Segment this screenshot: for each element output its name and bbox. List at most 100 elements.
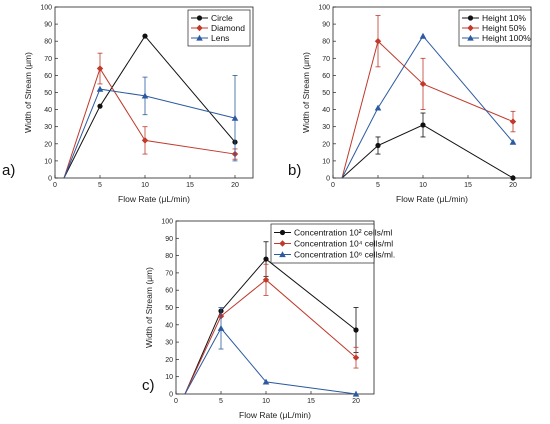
chart-panel-3: 0 10 20 30 40 50 60 70 80 90 100 0 5 10 15 20 Flow Rate … (142, 219, 395, 421)
legend-swatch-marker (279, 251, 286, 258)
x-tick-label: 20 (352, 398, 360, 405)
x-tick-label: 10 (141, 182, 149, 189)
series-line (184, 279, 357, 395)
x-tick-label: 20 (231, 182, 239, 189)
chart-panel-1: 0 10 20 30 40 50 60 70 80 90 100 0 5 10 15 20 Flow Rate … (2, 5, 254, 204)
series-1 (184, 241, 359, 395)
y-tick-label: 20 (165, 357, 173, 364)
series-3 (63, 75, 239, 179)
chart-panel-2: 0 10 20 30 40 50 60 70 80 90 100 0 5 10 15 20 Flow Rate … (288, 5, 532, 204)
legend: Concentration 10² cells/mlConcentration … (270, 223, 395, 264)
x-axis-title: Flow Rate (μL/min) (239, 410, 311, 420)
x-tick-label: 15 (186, 182, 194, 189)
legend-label: Concentration 10² cells/ml (294, 228, 392, 238)
series-line (184, 327, 357, 395)
data-point (353, 327, 359, 333)
y-tick-label: 100 (318, 5, 330, 12)
y-tick-label: 70 (165, 270, 173, 277)
series-line (63, 35, 236, 179)
legend-label: Height 100% (482, 33, 531, 43)
legend-label: Diamond (211, 23, 245, 33)
y-tick-label: 80 (44, 39, 52, 46)
x-tick-label: 15 (464, 182, 472, 189)
legend-label: Height 50% (482, 23, 526, 33)
data-point (352, 390, 360, 397)
x-tick-label: 10 (262, 398, 270, 405)
data-point (262, 276, 270, 284)
series-2 (63, 52, 239, 179)
y-tick-label: 10 (165, 374, 173, 381)
y-tick-label: 0 (48, 176, 52, 183)
data-point (142, 33, 148, 39)
y-tick-label: 90 (322, 22, 330, 29)
y-tick-label: 10 (44, 158, 52, 165)
y-tick-label: 20 (322, 141, 330, 148)
y-tick-label: 80 (165, 253, 173, 260)
series-line (63, 67, 236, 179)
y-tick-label: 50 (322, 90, 330, 97)
legend-label: Concentration 10⁴ cells/ml (294, 239, 393, 249)
y-tick-label: 40 (165, 322, 173, 329)
legend-swatch-marker (196, 34, 203, 41)
x-axis-title: Flow Rate (μL/min) (396, 194, 468, 204)
y-tick-label: 70 (322, 56, 330, 63)
data-point (262, 378, 270, 385)
series-2 (184, 263, 360, 395)
data-point (374, 104, 382, 111)
y-tick-label: 80 (322, 39, 330, 46)
x-tick-label: 0 (174, 398, 178, 405)
x-tick-label: 15 (307, 398, 315, 405)
series-line (341, 35, 514, 179)
x-tick-label: 5 (98, 182, 102, 189)
legend: Height 10%Height 50%Height 100% (458, 9, 532, 47)
legend-swatch-marker (467, 15, 474, 21)
panel-label: b) (288, 162, 301, 179)
x-tick-label: 20 (509, 182, 517, 189)
y-tick-label: 30 (322, 124, 330, 131)
legend-label: Circle (211, 13, 233, 23)
legend-label: Height 10% (482, 13, 526, 23)
panel-label: a) (2, 162, 15, 179)
y-tick-label: 20 (44, 141, 52, 148)
data-point (352, 354, 360, 361)
y-tick-label: 10 (322, 158, 330, 165)
x-tick-label: 0 (331, 182, 335, 189)
data-point (96, 85, 104, 92)
legend-swatch-marker (279, 240, 286, 247)
x-tick-label: 10 (419, 182, 427, 189)
series-1 (341, 112, 516, 181)
panel-label: c) (142, 377, 155, 394)
data-point (375, 142, 381, 149)
data-point (231, 114, 239, 121)
x-tick-label: 5 (219, 398, 223, 405)
x-tick-label: 5 (376, 182, 380, 189)
series-line (341, 124, 514, 179)
series-1 (63, 33, 238, 179)
y-axis-title: Width of Stream (μm) (23, 52, 33, 133)
y-axis-title: Width of Stream (μm) (144, 267, 154, 348)
y-axis-title: Width of Stream (μm) (301, 52, 311, 133)
legend-swatch-marker (467, 24, 474, 32)
y-tick-label: 100 (40, 5, 52, 12)
y-tick-label: 0 (169, 392, 173, 399)
data-point (263, 256, 269, 262)
y-tick-label: 100 (161, 219, 173, 226)
y-tick-label: 70 (44, 56, 52, 63)
series-3 (184, 307, 360, 397)
series-3 (341, 32, 517, 179)
data-point (374, 38, 382, 45)
data-point (217, 324, 225, 331)
legend-swatch-marker (467, 34, 474, 41)
series-2 (341, 15, 517, 179)
y-tick-label: 60 (165, 288, 173, 295)
data-point (141, 137, 149, 144)
y-tick-label: 40 (44, 107, 52, 114)
data-point (420, 122, 426, 128)
y-tick-label: 90 (165, 236, 173, 243)
y-tick-label: 50 (44, 90, 52, 97)
y-tick-label: 30 (44, 124, 52, 131)
x-axis-title: Flow Rate (μL/min) (118, 194, 190, 204)
y-tick-label: 0 (326, 176, 330, 183)
